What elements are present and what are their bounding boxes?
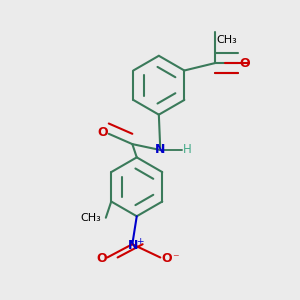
Text: CH₃: CH₃ (81, 213, 101, 223)
Text: ⁻: ⁻ (172, 252, 179, 266)
Text: O: O (96, 252, 107, 266)
Text: +: + (136, 237, 143, 246)
Text: O: O (239, 57, 250, 70)
Text: N: N (128, 239, 138, 252)
Text: CH₃: CH₃ (216, 35, 237, 45)
Text: O: O (161, 252, 172, 266)
Text: O: O (97, 126, 108, 139)
Text: H: H (183, 142, 192, 156)
Text: N: N (155, 143, 166, 157)
